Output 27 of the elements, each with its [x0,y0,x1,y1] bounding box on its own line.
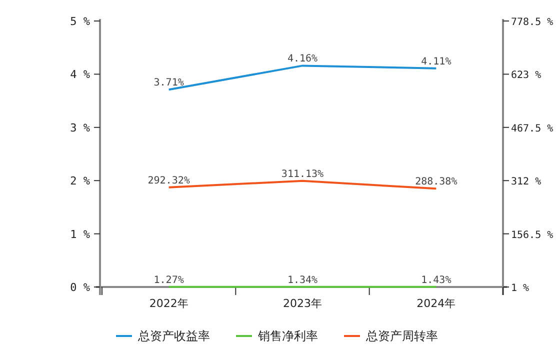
y2-tick-label: 156.5 % [511,230,554,241]
legend-label: 总资产周转率 [365,329,438,343]
data-label: 288.38% [415,176,458,188]
legend-label: 销售净利率 [257,329,318,343]
y-tick-label: 1 % [70,228,90,241]
y2-tick-label: 778.5 % [511,17,554,28]
y-tick-label: 3 % [70,121,90,134]
x-tick-label: 2023年 [283,297,322,310]
y-tick-label: 0 % [70,281,90,294]
data-label: 4.16% [287,54,318,65]
y-tick-label: 4 % [70,68,90,82]
legend-label: 总资产收益率 [137,329,210,343]
y-tick-label: 5 % [70,15,90,28]
y2-tick-label: 1 % [511,283,530,294]
data-label: 1.43% [421,274,452,286]
data-label: 4.11% [421,56,452,68]
x-tick-label: 2024年 [416,297,456,310]
data-label: 292.32% [148,175,190,186]
data-label: 1.27% [154,274,184,286]
y-tick-label: 2 % [70,174,90,188]
data-label: 311.13% [281,168,324,180]
y2-tick-label: 623 % [511,70,542,82]
x-tick-label: 2022年 [149,297,188,310]
data-label: 1.34% [287,274,318,286]
data-label: 3.71% [154,78,184,89]
y2-tick-label: 312 % [511,176,542,188]
y2-tick-label: 467.5 % [511,123,554,134]
